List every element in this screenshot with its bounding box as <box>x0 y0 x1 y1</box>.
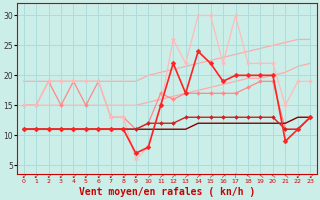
X-axis label: Vent moyen/en rafales ( kn/h ): Vent moyen/en rafales ( kn/h ) <box>79 187 255 197</box>
